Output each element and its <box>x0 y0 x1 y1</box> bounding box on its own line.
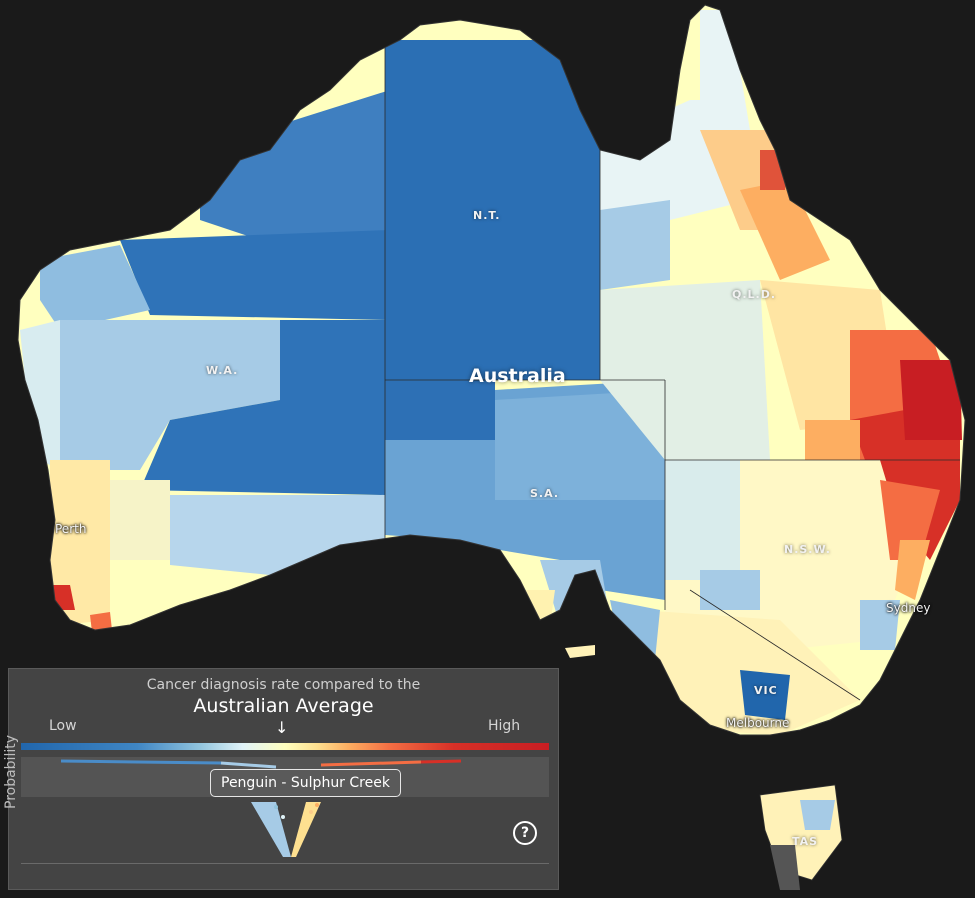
region-tas-northeast[interactable] <box>800 800 835 830</box>
kangaroo-island <box>565 645 595 658</box>
state-label-nt: N.T. <box>473 209 501 222</box>
state-label-wa: W.A. <box>206 364 239 377</box>
region-kimberley[interactable] <box>200 90 390 240</box>
region-northern-territory[interactable] <box>385 40 600 380</box>
region-wheatbelt[interactable] <box>110 480 170 560</box>
region-gulf[interactable] <box>600 200 670 290</box>
region-tas-southwest[interactable] <box>770 845 800 890</box>
region-sydney[interactable] <box>860 600 900 650</box>
region-wa-east[interactable] <box>140 320 385 495</box>
region-brisbane[interactable] <box>900 360 962 440</box>
region-wa-central[interactable] <box>60 320 280 470</box>
legend-low-label: Low <box>49 718 77 734</box>
region-mackay[interactable] <box>740 180 830 280</box>
region-sa-north[interactable] <box>495 390 665 500</box>
city-label-perth[interactable]: Perth <box>55 522 87 536</box>
region-mid-north-coast[interactable] <box>895 540 930 600</box>
legend-panel: Cancer diagnosis rate compared to the Au… <box>3 668 559 890</box>
region-melbourne[interactable] <box>740 670 790 720</box>
region-darling-downs[interactable] <box>805 420 860 465</box>
state-label-nsw: N.S.W. <box>784 543 831 556</box>
city-label-melbourne[interactable]: Melbourne <box>726 716 790 730</box>
legend-color-scale <box>21 743 549 750</box>
distribution-points <box>60 759 462 857</box>
legend-high-label: High <box>488 718 521 734</box>
region-cape-york-north[interactable] <box>700 10 750 130</box>
region-albany[interactable] <box>90 612 112 632</box>
question-circle-icon[interactable]: ? <box>513 821 537 845</box>
state-label-qld: Q.L.D. <box>732 288 777 301</box>
region-nt-south[interactable] <box>385 380 495 440</box>
state-label-sa: S.A. <box>530 487 559 500</box>
regions-layer <box>20 10 962 735</box>
state-label-vic: VIC <box>754 684 778 697</box>
legend-title: Australian Average <box>193 695 374 717</box>
region-riverina-west[interactable] <box>700 570 760 610</box>
region-gascoyne[interactable] <box>40 245 150 330</box>
region-qld-west[interactable] <box>600 280 770 460</box>
region-wa-southwest[interactable] <box>50 460 110 625</box>
country-label: Australia <box>469 365 566 387</box>
city-label-sydney[interactable]: Sydney <box>886 601 931 615</box>
region-pilbara[interactable] <box>120 230 390 320</box>
region-tooltip: Penguin - Sulphur Creek <box>210 769 401 797</box>
region-wa-coast[interactable] <box>20 320 60 470</box>
plot-baseline <box>21 863 549 864</box>
average-arrow-icon: ↓ <box>275 718 289 737</box>
region-nsw-west[interactable] <box>665 460 740 580</box>
legend-axis-label: Probability <box>3 734 19 809</box>
legend-subtitle: Cancer diagnosis rate compared to the <box>146 677 421 693</box>
state-label-tas: TAS <box>792 835 819 848</box>
